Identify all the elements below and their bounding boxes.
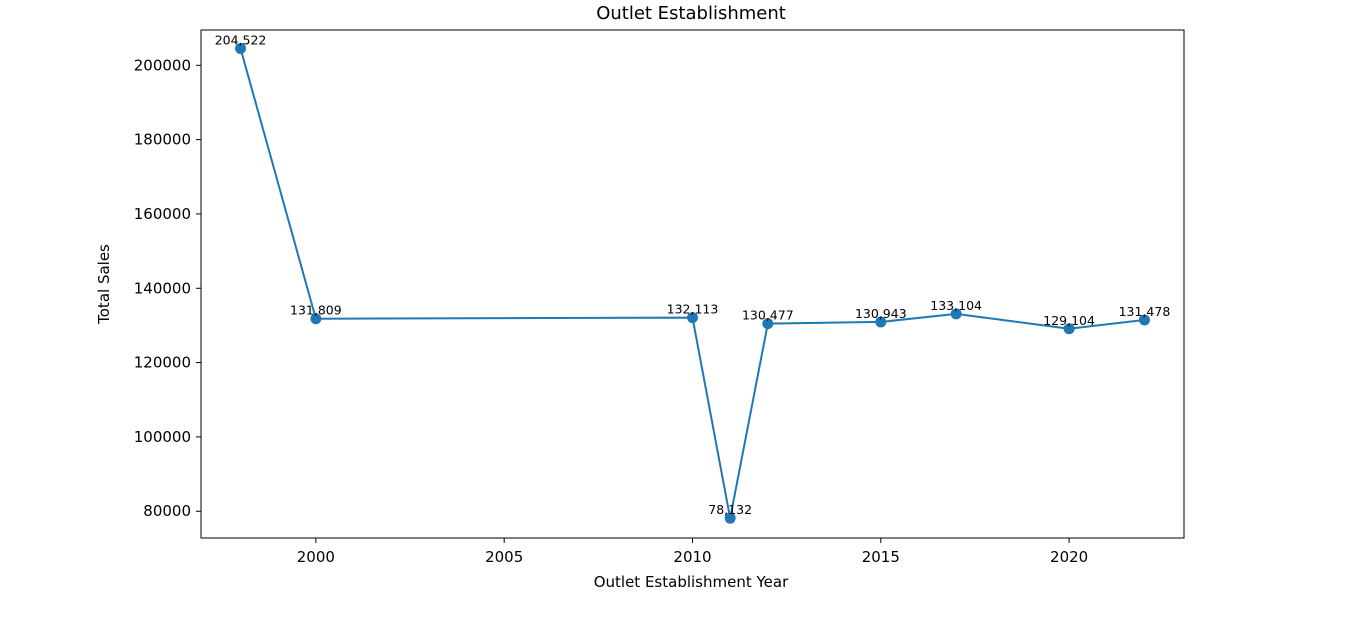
- x-axis-label: Outlet Establishment Year: [594, 573, 789, 591]
- data-point: [235, 42, 247, 54]
- data-point: [762, 318, 774, 330]
- y-tick-label: 100000: [134, 428, 191, 446]
- x-axis: 2000 2005 2010 2015 2020: [297, 538, 1088, 566]
- data-label: 204,522: [215, 32, 267, 47]
- x-tick-label: 2000: [297, 548, 335, 566]
- y-axis: 80000 100000 120000 140000 160000 180000 20000…: [134, 56, 201, 520]
- y-tick-label: 160000: [134, 205, 191, 223]
- y-tick-label: 180000: [134, 131, 191, 149]
- plot-frame: [200, 29, 1185, 539]
- x-tick-label: 2005: [485, 548, 523, 566]
- data-label: 131,478: [1119, 304, 1171, 319]
- data-label: 129,104: [1043, 313, 1095, 328]
- data-label: 132,113: [667, 302, 719, 317]
- data-point: [687, 312, 698, 324]
- chart-title: Outlet Establishment: [596, 3, 786, 24]
- data-point: [1138, 314, 1150, 326]
- y-tick-label: 120000: [134, 354, 191, 372]
- data-point: [950, 308, 962, 320]
- y-tick-label: 200000: [134, 56, 191, 74]
- data-point: [724, 512, 736, 524]
- series-line: [239, 48, 1145, 519]
- y-axis-label: Total Sales: [95, 244, 113, 325]
- series-total-sales: 204,522 131,809 132,113 78,132 130,477 130,94…: [215, 32, 1171, 524]
- y-tick-label: 80000: [143, 502, 191, 520]
- data-label: 130,943: [855, 306, 907, 321]
- data-label: 130,477: [742, 308, 794, 323]
- x-tick-label: 2010: [673, 548, 711, 566]
- data-point: [1063, 323, 1075, 335]
- data-label: 78,132: [708, 502, 752, 517]
- data-point: [310, 313, 322, 325]
- data-point: [875, 316, 887, 328]
- x-tick-label: 2015: [862, 548, 900, 566]
- data-label: 131,809: [290, 303, 342, 318]
- x-tick-label: 2020: [1050, 548, 1088, 566]
- data-label: 133,104: [930, 298, 982, 313]
- y-tick-label: 140000: [134, 279, 191, 297]
